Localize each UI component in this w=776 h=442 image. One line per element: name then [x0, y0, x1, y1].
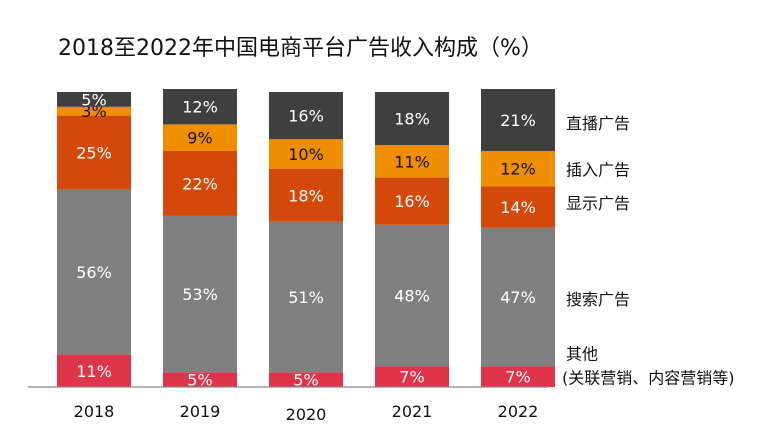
- bar-segment-2019-s2: [163, 151, 237, 216]
- bar-segment-2021-s4: [375, 92, 449, 146]
- bar-value-label-2019-s3: 9%: [187, 129, 212, 148]
- bar-value-label-2021-s1: 48%: [394, 287, 430, 306]
- legend-label-s2: 显示广告: [566, 194, 630, 213]
- bar-segment-2021-s1: [375, 224, 449, 367]
- x-tick-label-2021: 2021: [392, 402, 433, 421]
- bar-segment-2018-s1: [57, 189, 131, 355]
- bar-segment-2020-s3: [269, 139, 343, 169]
- bar-segment-2018-s3: [57, 106, 131, 116]
- bar-segment-2021-s0: [375, 366, 449, 388]
- legend-label-s0: 其他: [566, 345, 598, 364]
- bar-segment-2022-s4: [481, 89, 555, 151]
- bar-value-label-2020-s2: 18%: [288, 186, 324, 205]
- bar-value-label-2019-s0: 5%: [187, 371, 212, 390]
- bar-value-label-2020-s0: 5%: [293, 371, 318, 390]
- bar-value-label-2018-s3: 3%: [81, 102, 106, 121]
- bar-value-label-2018-s0: 11%: [76, 362, 112, 381]
- legend-label-s1: 搜索广告: [566, 290, 630, 309]
- x-tick-label-2020: 2020: [286, 405, 327, 424]
- bar-value-label-2021-s4: 18%: [394, 110, 430, 129]
- bar-value-label-2022-s1: 47%: [500, 288, 536, 307]
- bar-value-label-2018-s2: 25%: [76, 144, 112, 163]
- bar-segment-2020-s4: [269, 92, 343, 140]
- bar-value-label-2018-s1: 56%: [76, 263, 112, 282]
- legend: 其他 (关联营销、内容营销等) 搜索广告 显示广告 插入广告 直播广告: [562, 114, 735, 388]
- bar-value-label-2019-s2: 22%: [182, 174, 218, 193]
- bar-segment-2022-s0: [481, 366, 555, 388]
- bar-value-label-2021-s3: 11%: [394, 152, 430, 171]
- bar-segment-2018-s2: [57, 115, 131, 190]
- bar-segment-2021-s2: [375, 177, 449, 225]
- bar-segment-2020-s1: [269, 221, 343, 373]
- bars-layer: 11%56%25%3%5%5%53%22%9%12%5%51%18%10%16%…: [57, 89, 555, 390]
- bar-value-label-2020-s4: 16%: [288, 107, 324, 126]
- legend-label-s3: 插入广告: [566, 161, 630, 180]
- chart-title: 2018至2022年中国电商平台广告收入构成（%）: [58, 36, 543, 61]
- x-tick-labels: 2018 2019 2020 2021 2022: [74, 402, 539, 424]
- bar-value-label-2022-s4: 21%: [500, 111, 536, 130]
- x-tick-label-2019: 2019: [180, 402, 221, 421]
- bar-segment-2022-s3: [481, 151, 555, 187]
- bar-segment-2019-s4: [163, 89, 237, 125]
- legend-label-s4: 直播广告: [566, 114, 630, 133]
- bar-segment-2020-s0: [269, 372, 343, 388]
- bar-value-label-2022-s0: 7%: [505, 368, 530, 387]
- bar-value-label-2019-s4: 12%: [182, 98, 218, 117]
- bar-segment-2018-s0: [57, 354, 131, 388]
- bar-segment-2021-s3: [375, 145, 449, 178]
- bar-value-label-2022-s2: 14%: [500, 198, 536, 217]
- bar-segment-2019-s0: [163, 372, 237, 388]
- x-tick-label-2022: 2022: [498, 402, 539, 421]
- bar-value-label-2018-s4: 5%: [81, 90, 106, 109]
- bar-value-label-2021-s2: 16%: [394, 192, 430, 211]
- bar-value-label-2019-s1: 53%: [182, 285, 218, 304]
- x-tick-label-2018: 2018: [74, 402, 115, 421]
- bar-segment-2018-s4: [57, 92, 131, 107]
- legend-label-note-s0: (关联营销、内容营销等): [562, 369, 735, 388]
- bar-segment-2022-s1: [481, 227, 555, 367]
- bar-segment-2019-s1: [163, 215, 237, 373]
- bar-segment-2019-s3: [163, 124, 237, 151]
- bar-value-label-2021-s0: 7%: [399, 368, 424, 387]
- bar-value-label-2020-s3: 10%: [288, 145, 324, 164]
- bar-segment-2022-s2: [481, 186, 555, 228]
- bar-value-label-2022-s3: 12%: [500, 160, 536, 179]
- bar-segment-2020-s2: [269, 168, 343, 222]
- bar-value-label-2020-s1: 51%: [288, 288, 324, 307]
